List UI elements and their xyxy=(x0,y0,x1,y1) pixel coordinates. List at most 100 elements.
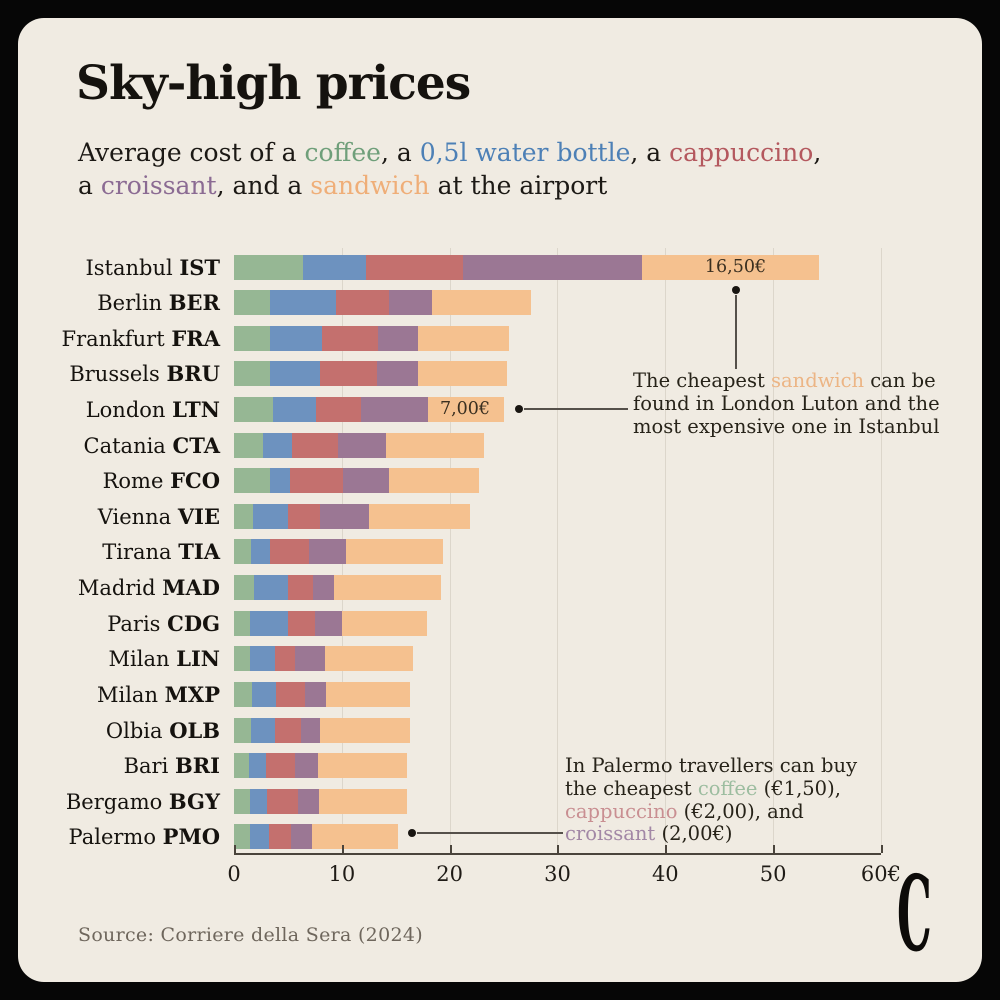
bar-segment-coffee xyxy=(234,290,270,316)
bar-segment-coffee xyxy=(234,396,273,422)
bar-segment-sandwich xyxy=(320,717,410,743)
bar-segment-coffee xyxy=(234,824,251,850)
city-name: Milan xyxy=(108,647,177,672)
subtitle-text: , and a xyxy=(216,171,311,200)
istanbul-callout-line xyxy=(735,295,737,369)
bar-segment-0-5l-water-bottle xyxy=(251,717,275,743)
bar-segment-cappuccino xyxy=(336,290,390,316)
row-label-MAD: Madrid MAD xyxy=(52,575,220,601)
note-text: (€1,50), xyxy=(763,776,841,800)
row-label-BRI: Bari BRI xyxy=(52,753,220,779)
bar-segment-0-5l-water-bottle xyxy=(250,788,268,814)
bar-row-LTN xyxy=(234,396,504,422)
city-name: Brussels xyxy=(69,362,167,387)
bar-row-MAD xyxy=(234,575,442,601)
city-name: Istanbul xyxy=(85,255,180,280)
x-axis-tick-20 xyxy=(449,845,452,853)
note-text: can be found in London Luton and the mos… xyxy=(633,369,940,438)
subtitle-text: , a xyxy=(630,138,670,167)
bar-segment-croissant xyxy=(314,610,342,636)
x-axis-tick-label-40: 40 xyxy=(651,862,679,886)
bar-segment-cappuccino xyxy=(292,432,338,458)
bar-segment-coffee xyxy=(234,646,251,672)
bar-segment-croissant xyxy=(297,788,320,814)
london-sandwich-price-label: 7,00€ xyxy=(439,399,491,419)
airport-code: PMO xyxy=(162,824,220,850)
row-label-FRA: Frankfurt FRA xyxy=(52,326,221,352)
corriere-logo-icon: C xyxy=(897,852,932,975)
bar-row-CDG xyxy=(234,610,427,636)
x-axis-line xyxy=(234,853,881,855)
bar-segment-coffee xyxy=(234,753,250,779)
bar-segment-sandwich xyxy=(386,432,485,458)
airport-code: FCO xyxy=(170,468,220,494)
bar-segment-coffee xyxy=(234,717,252,743)
airport-code: OLB xyxy=(169,717,220,743)
bar-segment-cappuccino xyxy=(274,646,296,672)
bar-segment-croissant xyxy=(462,254,642,280)
legend-coffee: coffee xyxy=(304,138,381,167)
istanbul-callout-dot xyxy=(732,286,740,294)
city-name: Frankfurt xyxy=(61,326,172,351)
bar-segment-0-5l-water-bottle xyxy=(249,753,267,779)
note-croissant: croissant xyxy=(565,822,656,846)
gridline-40 xyxy=(665,248,667,853)
row-label-BRU: Brussels BRU xyxy=(52,361,220,387)
bar-segment-sandwich xyxy=(319,788,407,814)
bar-segment-croissant xyxy=(290,824,313,850)
bar-segment-coffee xyxy=(234,681,253,707)
row-label-VIE: Vienna VIE xyxy=(52,504,220,530)
bar-segment-cappuccino xyxy=(287,610,315,636)
airport-code: BRU xyxy=(166,361,220,387)
bar-row-BRI xyxy=(234,753,407,779)
bar-segment-0-5l-water-bottle xyxy=(250,610,288,636)
infographic-card: Sky-high prices Average cost of a coffee… xyxy=(18,18,982,982)
bar-segment-0-5l-water-bottle xyxy=(269,290,337,316)
bar-segment-sandwich xyxy=(418,361,507,387)
note-sandwich: sandwich xyxy=(771,369,865,392)
bar-row-CTA xyxy=(234,432,485,458)
airport-code: LTN xyxy=(172,396,220,422)
source-credit: Source: Corriere della Sera (2024) xyxy=(78,924,423,946)
city-name: Palermo xyxy=(68,825,163,850)
gridline-60 xyxy=(880,248,882,853)
bar-row-FCO xyxy=(234,468,479,494)
airport-code: LIN xyxy=(176,646,220,672)
bar-segment-croissant xyxy=(378,325,419,351)
row-label-LTN: London LTN xyxy=(52,397,220,423)
legend-sandwich: sandwich xyxy=(310,171,430,200)
bar-segment-coffee xyxy=(234,575,255,601)
bar-segment-cappuccino xyxy=(269,539,310,565)
bar-segment-sandwich xyxy=(318,753,407,779)
bar-segment-0-5l-water-bottle xyxy=(269,361,321,387)
bar-segment-coffee xyxy=(234,254,303,280)
bar-segment-cappuccino xyxy=(322,325,379,351)
airport-code: CTA xyxy=(172,432,221,458)
note-coffee: coffee xyxy=(697,776,758,800)
row-label-TIA: Tirana TIA xyxy=(52,539,220,565)
bar-segment-sandwich xyxy=(368,503,471,529)
note-text: The cheapest xyxy=(633,369,772,392)
row-label-LIN: Milan LIN xyxy=(52,646,220,672)
x-axis-tick-0 xyxy=(234,845,236,853)
bar-segment-sandwich xyxy=(325,681,410,707)
bar-row-BER xyxy=(234,290,531,316)
subtitle-text: Average cost of a xyxy=(78,138,305,167)
city-name: Tirana xyxy=(102,540,179,565)
bar-segment-sandwich xyxy=(641,254,820,280)
bar-segment-coffee xyxy=(234,432,264,458)
bar-segment-0-5l-water-bottle xyxy=(254,575,288,601)
airport-code: MAD xyxy=(162,575,220,601)
row-label-PMO: Palermo PMO xyxy=(52,824,220,850)
bar-segment-cappuccino xyxy=(315,396,362,422)
bar-segment-0-5l-water-bottle xyxy=(269,468,291,494)
x-axis-tick-50 xyxy=(773,845,776,853)
airport-code: TIA xyxy=(178,539,220,565)
bar-segment-cappuccino xyxy=(266,753,296,779)
subtitle-text: , a xyxy=(78,138,822,200)
bar-segment-croissant xyxy=(309,539,347,565)
bar-segment-coffee xyxy=(234,788,251,814)
bar-segment-croissant xyxy=(295,753,319,779)
bar-segment-croissant xyxy=(300,717,321,743)
